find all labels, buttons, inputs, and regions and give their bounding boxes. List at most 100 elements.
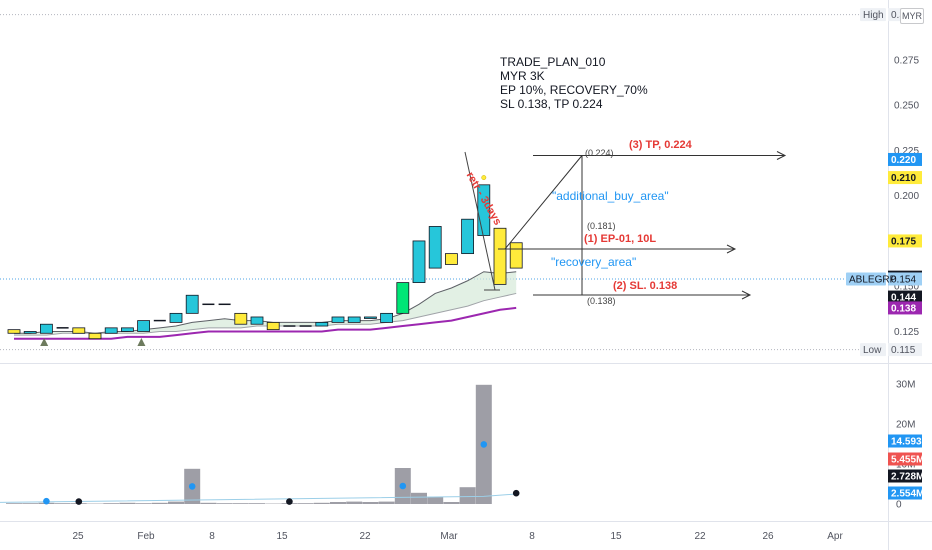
- price-badges: 0.300High0.2200.2100.1750.1550.154ABLEGR…: [846, 8, 930, 500]
- volume-bar[interactable]: [378, 501, 395, 504]
- volume-bar[interactable]: [346, 501, 363, 504]
- volume-bar[interactable]: [119, 502, 136, 504]
- time-tick-label: 22: [359, 531, 371, 542]
- candle[interactable]: [266, 322, 280, 331]
- price-badge-label: ABLEGRP: [849, 274, 897, 285]
- retracement-line[interactable]: [464, 151, 496, 291]
- price-badge[interactable]: [888, 452, 922, 466]
- candle[interactable]: [7, 329, 21, 334]
- candle[interactable]: [121, 327, 134, 332]
- plan-diagonal-line: [504, 155, 583, 250]
- volume-dot: [512, 489, 520, 497]
- plan-note-line: SL 0.138, TP 0.224: [500, 97, 603, 111]
- volume-bar[interactable]: [216, 503, 233, 504]
- plan-note-line: EP 10%, RECOVERY_70%: [500, 83, 648, 97]
- candle[interactable]: [218, 303, 231, 306]
- candle[interactable]: [104, 327, 118, 334]
- drawings: [464, 151, 787, 300]
- price-badge[interactable]: [888, 301, 922, 315]
- currency-badge[interactable]: MYR: [900, 8, 924, 24]
- volume-bar[interactable]: [297, 503, 314, 504]
- volume-bar[interactable]: [232, 503, 249, 504]
- volume-bar[interactable]: [6, 503, 22, 504]
- candle[interactable]: [185, 294, 199, 314]
- volume-tick-label: 30M: [896, 380, 915, 391]
- volume-bar[interactable]: [362, 502, 379, 504]
- volume-bars: [0, 384, 520, 505]
- candle[interactable]: [396, 282, 410, 314]
- price-badge[interactable]: [888, 469, 922, 483]
- tp-label[interactable]: (3) TP, 0.224: [629, 139, 692, 151]
- price-badge[interactable]: [888, 290, 922, 304]
- candle[interactable]: [412, 240, 426, 283]
- candle[interactable]: [331, 316, 345, 323]
- price-badge-value: 0.220: [891, 155, 916, 166]
- price-badge[interactable]: [888, 272, 922, 286]
- time-tick-label: Apr: [827, 531, 843, 542]
- candle[interactable]: [347, 316, 361, 323]
- volume-bar[interactable]: [411, 492, 427, 504]
- candle[interactable]: [283, 325, 296, 327]
- candle[interactable]: [493, 227, 507, 285]
- candle[interactable]: [444, 253, 458, 265]
- volume-dot: [286, 498, 293, 505]
- candle[interactable]: [137, 320, 151, 332]
- volume-bar[interactable]: [151, 502, 168, 504]
- candle[interactable]: [428, 226, 442, 269]
- recovery-area-label[interactable]: "recovery_area": [551, 255, 637, 269]
- candle[interactable]: [169, 312, 183, 323]
- plan-note: TRADE_PLAN_010 MYR 3K EP 10%, RECOVERY_7…: [500, 55, 648, 111]
- volume-bar[interactable]: [54, 503, 71, 504]
- price-badge[interactable]: [888, 486, 922, 500]
- volume-dot: [188, 483, 196, 490]
- volume-bar[interactable]: [103, 503, 120, 504]
- volume-bar[interactable]: [22, 503, 39, 504]
- candle[interactable]: [202, 303, 215, 306]
- candle[interactable]: [40, 323, 53, 334]
- volume-bar[interactable]: [249, 503, 265, 504]
- candle[interactable]: [380, 312, 394, 323]
- candle[interactable]: [153, 319, 166, 322]
- volume-bar[interactable]: [313, 502, 330, 504]
- candle[interactable]: [509, 242, 523, 269]
- price-badge[interactable]: [888, 171, 922, 185]
- candle[interactable]: [363, 316, 377, 319]
- candle[interactable]: [56, 327, 69, 329]
- candle[interactable]: [72, 327, 86, 334]
- time-tick-label: 26: [762, 531, 774, 542]
- price-badge[interactable]: [888, 234, 922, 248]
- volume-bar[interactable]: [427, 496, 444, 504]
- signal-triangle-icon: [40, 338, 49, 346]
- candle[interactable]: [299, 325, 312, 327]
- volume-bar[interactable]: [200, 502, 217, 504]
- candle[interactable]: [461, 218, 475, 255]
- price-badge[interactable]: [888, 152, 922, 166]
- volume-bar[interactable]: [443, 502, 460, 504]
- price-badge[interactable]: [888, 343, 922, 357]
- price-badge-value: 5.455M: [891, 455, 924, 466]
- price-tick-label: 0.275: [894, 55, 919, 66]
- additional-buy-area-label[interactable]: "additional_buy_area": [552, 189, 669, 203]
- ep-label[interactable]: (1) EP-01, 10L: [584, 233, 657, 245]
- volume-bar[interactable]: [135, 503, 152, 504]
- candle[interactable]: [88, 332, 102, 340]
- candle[interactable]: [315, 322, 329, 327]
- price-badge-value: 2.728M: [891, 472, 924, 483]
- price-badge[interactable]: [888, 434, 922, 448]
- volume-bar[interactable]: [459, 487, 476, 504]
- sl-label[interactable]: (2) SL. 0.138: [613, 280, 678, 292]
- arrow-right-icon: [726, 244, 737, 254]
- price-badge-value: 14.593M: [891, 437, 930, 448]
- candle[interactable]: [234, 312, 248, 325]
- candle[interactable]: [23, 331, 37, 334]
- volume-bar[interactable]: [330, 502, 346, 504]
- candle[interactable]: [250, 316, 264, 325]
- time-axis: 25 Feb 8 15 22 Mar 8 15 22 26 Apr: [72, 531, 843, 542]
- volume-bar[interactable]: [168, 501, 184, 504]
- price-tick-label: 0.250: [894, 101, 919, 112]
- volume-dot: [480, 441, 488, 448]
- volume-dot: [43, 497, 50, 505]
- time-tick-label: 25: [72, 531, 84, 542]
